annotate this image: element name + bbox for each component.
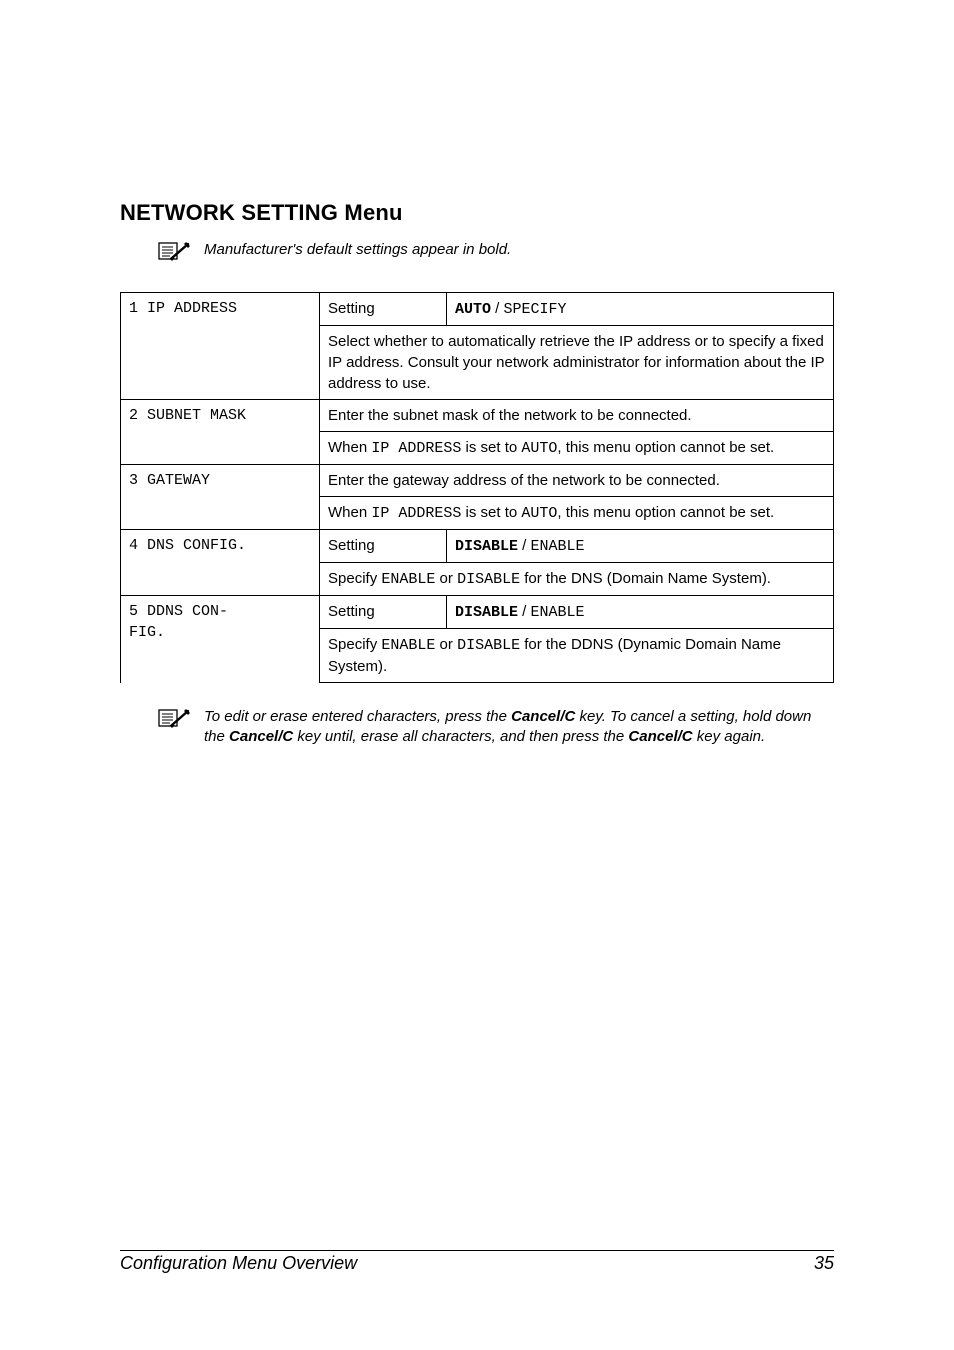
row4-label-cont — [121, 563, 320, 596]
row5-label: 5 DDNS CON- FIG. — [121, 596, 320, 683]
row2-line1: Enter the subnet mask of the network to … — [320, 400, 834, 432]
page-footer: Configuration Menu Overview 35 — [120, 1250, 834, 1274]
table-row: When IP ADDRESS is set to AUTO, this men… — [121, 432, 834, 465]
row1-label-cont — [121, 326, 320, 400]
t: or — [435, 570, 457, 587]
t: When — [328, 439, 371, 456]
t: ENABLE — [381, 637, 435, 654]
t: AUTO — [521, 505, 557, 522]
t: DISABLE — [457, 637, 520, 654]
row1-setting-word: Setting — [320, 293, 447, 326]
t: DISABLE — [455, 538, 518, 555]
t: ENABLE — [531, 538, 585, 555]
table-row: Select whether to automatically retrieve… — [121, 326, 834, 400]
row3-label-cont — [121, 497, 320, 530]
t: Cancel/C — [511, 708, 575, 725]
row4-value: DISABLE / ENABLE — [447, 530, 834, 563]
table-row: 4 DNS CONFIG. Setting DISABLE / ENABLE — [121, 530, 834, 563]
row4-desc: Specify ENABLE or DISABLE for the DNS (D… — [320, 563, 834, 596]
row2-label: 2 SUBNET MASK — [121, 400, 320, 432]
t: ENABLE — [381, 571, 435, 588]
t: for the DNS (Domain Name System). — [520, 570, 771, 587]
note-bottom: To edit or erase entered characters, pre… — [158, 707, 834, 748]
note-bottom-text: To edit or erase entered characters, pre… — [204, 707, 834, 748]
note-icon — [158, 707, 192, 729]
t: / — [518, 537, 531, 554]
table-row: 2 SUBNET MASK Enter the subnet mask of t… — [121, 400, 834, 432]
row5-desc: Specify ENABLE or DISABLE for the DDNS (… — [320, 629, 834, 683]
t: When — [328, 504, 371, 521]
footer-page-number: 35 — [814, 1253, 834, 1274]
note-top-text: Manufacturer's default settings appear i… — [204, 240, 511, 260]
row1-value: AUTO / SPECIFY — [447, 293, 834, 326]
note-top: Manufacturer's default settings appear i… — [158, 240, 834, 262]
t: / — [518, 603, 531, 620]
row3-line1: Enter the gateway address of the network… — [320, 465, 834, 497]
t: key until, erase all characters, and the… — [293, 728, 628, 745]
row2-label-cont — [121, 432, 320, 465]
row1-value-mono: SPECIFY — [504, 301, 567, 318]
row3-label: 3 GATEWAY — [121, 465, 320, 497]
t: or — [435, 636, 457, 653]
t: AUTO — [521, 440, 557, 457]
t: IP ADDRESS — [371, 505, 461, 522]
table-row: Specify ENABLE or DISABLE for the DNS (D… — [121, 563, 834, 596]
footer-title: Configuration Menu Overview — [120, 1253, 357, 1274]
t: To edit or erase entered characters, pre… — [204, 708, 511, 725]
row3-line2: When IP ADDRESS is set to AUTO, this men… — [320, 497, 834, 530]
row1-desc: Select whether to automatically retrieve… — [320, 326, 834, 400]
note-icon — [158, 240, 192, 262]
row4-setting-word: Setting — [320, 530, 447, 563]
table-row: 1 IP ADDRESS Setting AUTO / SPECIFY — [121, 293, 834, 326]
row2-line2: When IP ADDRESS is set to AUTO, this men… — [320, 432, 834, 465]
table-row: 3 GATEWAY Enter the gateway address of t… — [121, 465, 834, 497]
t: DISABLE — [455, 604, 518, 621]
t: , this menu option cannot be set. — [557, 504, 774, 521]
t: Specify — [328, 636, 381, 653]
t: Cancel/C — [229, 728, 293, 745]
row4-label: 4 DNS CONFIG. — [121, 530, 320, 563]
t: key again. — [693, 728, 766, 745]
t: is set to — [461, 439, 521, 456]
row1-sep: / — [491, 300, 504, 317]
t: , this menu option cannot be set. — [557, 439, 774, 456]
t: is set to — [461, 504, 521, 521]
row1-label: 1 IP ADDRESS — [121, 293, 320, 326]
table-row: 5 DDNS CON- FIG. Setting DISABLE / ENABL… — [121, 596, 834, 629]
section-heading: NETWORK SETTING Menu — [120, 200, 834, 226]
row1-value-bold: AUTO — [455, 301, 491, 318]
t: IP ADDRESS — [371, 440, 461, 457]
page: NETWORK SETTING Menu Manufacturer's defa… — [0, 0, 954, 1350]
table-row: When IP ADDRESS is set to AUTO, this men… — [121, 497, 834, 530]
row5-setting-word: Setting — [320, 596, 447, 629]
t: DISABLE — [457, 571, 520, 588]
t: ENABLE — [531, 604, 585, 621]
t: Cancel/C — [628, 728, 692, 745]
settings-table: 1 IP ADDRESS Setting AUTO / SPECIFY Sele… — [120, 292, 834, 683]
t: Specify — [328, 570, 381, 587]
row5-value: DISABLE / ENABLE — [447, 596, 834, 629]
